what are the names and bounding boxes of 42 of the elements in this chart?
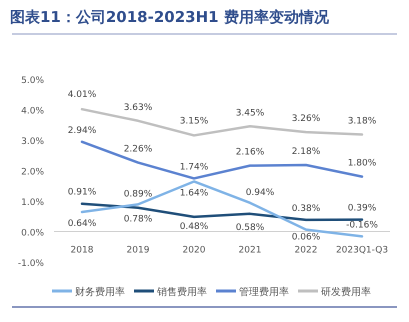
legend-label: 销售费用率: [156, 286, 207, 298]
data-label: -0.16%: [346, 220, 378, 230]
x-tick-label: 2020: [182, 246, 206, 256]
y-tick-label: 3.0%: [21, 137, 44, 147]
legend-label: 管理费用率: [239, 286, 289, 298]
x-tick-label: 2019: [126, 246, 150, 256]
data-label: 0.94%: [246, 188, 275, 198]
data-label: 0.78%: [124, 214, 153, 225]
data-label: 3.45%: [236, 108, 265, 118]
data-label: 1.74%: [180, 162, 209, 172]
data-label: 0.38%: [292, 204, 321, 214]
data-label: 1.80%: [348, 158, 377, 169]
legend-label: 研发费用率: [321, 286, 371, 298]
data-label: 2.16%: [236, 148, 265, 158]
data-label: 2.18%: [292, 147, 321, 158]
data-label: 3.18%: [348, 116, 377, 127]
data-label: 0.39%: [348, 204, 377, 214]
data-label: 0.48%: [180, 222, 209, 232]
y-tick-label: -1.0%: [18, 259, 44, 269]
title: 图表11：公司2018-2023H1 费用率变动情况: [10, 8, 329, 26]
x-tick-label: 2021: [238, 246, 262, 256]
data-label: 2.94%: [68, 126, 97, 136]
y-tick-label: 2.0%: [21, 168, 44, 178]
data-label: 0.91%: [68, 188, 97, 198]
data-label: 4.01%: [68, 90, 97, 100]
data-label: 0.58%: [236, 222, 265, 233]
data-label: 1.64%: [180, 188, 209, 198]
y-tick-label: 5.0%: [21, 76, 44, 86]
data-label: 3.15%: [180, 116, 209, 126]
data-label: 3.63%: [124, 102, 153, 113]
x-tick-label: 2022: [294, 246, 318, 256]
data-label: 0.06%: [292, 232, 321, 243]
data-label: 2.26%: [124, 144, 153, 155]
x-tick-label: 2018: [70, 246, 94, 256]
legend-label: 财务费用率: [75, 286, 125, 298]
data-label: 3.26%: [292, 114, 321, 124]
y-tick-label: 0.0%: [21, 228, 44, 238]
y-tick-label: 4.0%: [21, 106, 44, 116]
data-label: 0.89%: [124, 189, 153, 200]
data-label: 0.64%: [68, 218, 97, 229]
y-tick-label: 1.0%: [21, 198, 44, 208]
x-tick-label: 2023Q1-Q3: [336, 246, 388, 256]
